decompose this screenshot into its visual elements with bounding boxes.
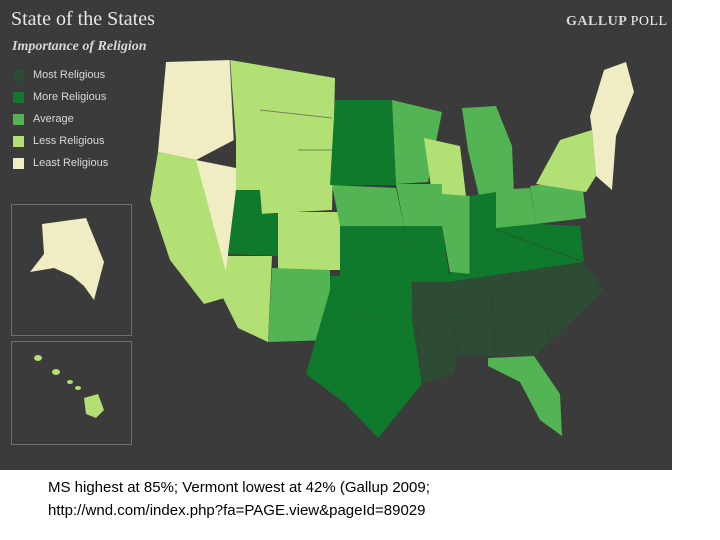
map-subtitle: Importance of Religion (12, 39, 147, 54)
region-hawaii (34, 355, 104, 418)
region-pennsylvania (530, 180, 586, 224)
region-pacific-northwest (158, 60, 234, 160)
legend-swatch (13, 91, 24, 103)
legend-swatch (13, 69, 24, 81)
gallup-logo: GALLUP POLL (566, 14, 668, 30)
region-new-mexico (268, 268, 330, 342)
region-nebraska (332, 185, 404, 226)
brand-name: GALLUP (566, 14, 627, 29)
legend-label: Most Religious (33, 69, 106, 81)
region-colorado (278, 212, 340, 270)
us-religion-map (30, 59, 634, 438)
legend-label: Average (33, 113, 74, 125)
region-florida (488, 356, 562, 436)
brand-accent: POLL (630, 14, 668, 29)
map-panel: State of the States Importance of Religi… (0, 0, 672, 470)
legend-item: Least Religious (13, 152, 108, 174)
legend-item: Less Religious (13, 130, 108, 152)
region-dakotas (330, 100, 396, 185)
region-texas (306, 290, 422, 438)
legend-swatch (13, 135, 24, 147)
alaska-inset-frame (11, 204, 132, 336)
legend-label: More Religious (33, 91, 107, 103)
region-illinois (442, 194, 470, 274)
region-alaska (30, 218, 104, 300)
caption-line-1: MS highest at 85%; Vermont lowest at 42%… (48, 479, 430, 496)
region-kansas (340, 226, 406, 276)
legend-item: More Religious (13, 86, 108, 108)
map-title: State of the States (11, 8, 155, 30)
legend-label: Less Religious (33, 135, 105, 147)
region-wisconsin (424, 138, 466, 196)
legend-swatch (13, 157, 24, 169)
region-oklahoma (330, 276, 412, 320)
legend: Most Religious More Religious Average Le… (13, 64, 108, 174)
legend-item: Average (13, 108, 108, 130)
region-new-england (590, 62, 634, 190)
region-northern-rockies (230, 60, 335, 214)
region-arizona (222, 256, 272, 342)
hawaii-inset-frame (11, 341, 132, 445)
region-iowa (396, 184, 442, 226)
region-deep-south (412, 262, 604, 384)
map-caption: MS highest at 85%; Vermont lowest at 42%… (48, 476, 688, 522)
region-new-york (536, 130, 596, 192)
legend-item: Most Religious (13, 64, 108, 86)
legend-label: Least Religious (33, 157, 109, 169)
region-ohio (496, 188, 536, 228)
region-utah (228, 190, 280, 256)
caption-line-2: http://wnd.com/index.php?fa=PAGE.view&pa… (48, 502, 426, 519)
state-borders (229, 59, 585, 385)
region-missouri (404, 226, 450, 282)
region-california (150, 152, 238, 304)
region-michigan (462, 106, 514, 200)
legend-swatch (13, 113, 24, 125)
region-nevada (196, 160, 236, 272)
